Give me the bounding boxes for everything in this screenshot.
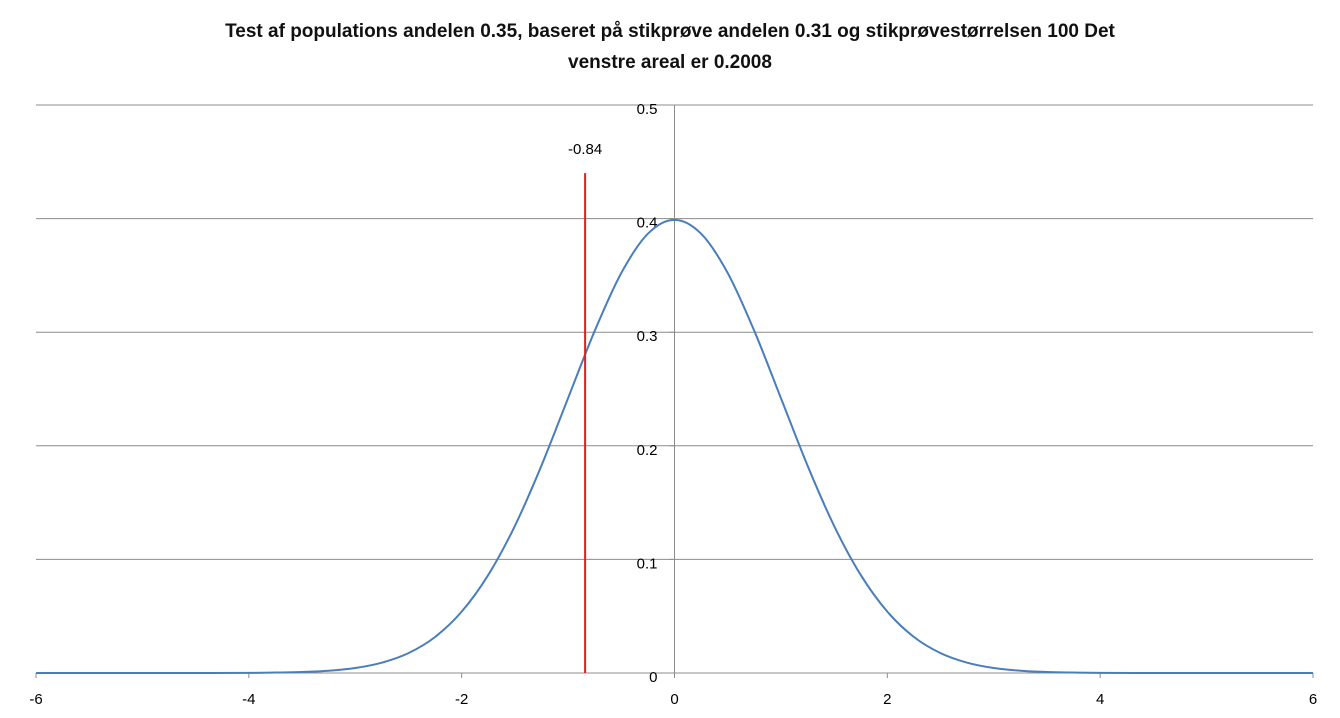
chart-title-line-1: Test af populations andelen 0.35, basere… <box>225 21 1115 42</box>
x-tick-label-1: -4 <box>242 691 255 708</box>
series-line-0 <box>36 218 1313 675</box>
y-tick-label-0: 0 <box>649 669 657 686</box>
x-tick-label-5: 4 <box>1096 691 1104 708</box>
y-tick-label-4: 0.4 <box>637 215 658 232</box>
x-tick-label-2: -2 <box>455 691 468 708</box>
y-tick-label-2: 0.2 <box>637 442 658 459</box>
y-tick-label-1: 0.1 <box>637 555 658 572</box>
x-tick-label-0: -6 <box>29 691 42 708</box>
x-tick-label-6: 6 <box>1309 691 1317 708</box>
y-tick-label-5: 0.5 <box>637 101 658 118</box>
chart-title-line-2: venstre areal er 0.2008 <box>568 52 772 73</box>
critical-value-label: -0.84 <box>568 141 602 158</box>
y-tick-label-3: 0.3 <box>637 328 658 345</box>
x-tick-label-3: 0 <box>670 691 678 708</box>
x-tick-label-4: 2 <box>883 691 891 708</box>
